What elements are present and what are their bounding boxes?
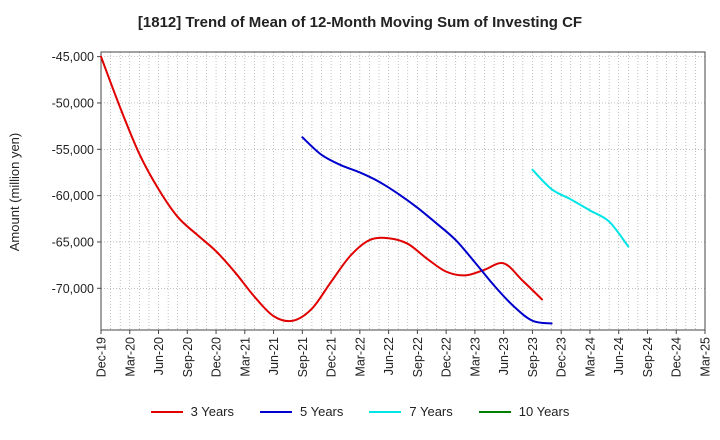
x-tick-label: Dec-23	[555, 337, 569, 377]
x-tick-label: Sep-24	[641, 337, 655, 377]
x-tick-label: Sep-23	[526, 337, 540, 377]
legend-label: 10 Years	[518, 404, 570, 419]
grid-layer	[101, 52, 705, 330]
x-tick-label: Mar-23	[468, 337, 482, 377]
legend-item-3-years: 3 Years	[150, 404, 234, 419]
legend-swatch	[150, 410, 183, 413]
legend-swatch	[478, 410, 511, 413]
x-tick-label: Mar-24	[583, 337, 597, 377]
legend-item-5-years: 5 Years	[260, 404, 343, 419]
series-line-5-years	[301, 136, 553, 325]
series-line-3-years	[100, 55, 544, 323]
legend-label: 3 Years	[190, 404, 234, 419]
x-tick-label: Dec-24	[670, 337, 684, 377]
legend-label: 5 Years	[300, 404, 344, 419]
x-tick-label: Dec-22	[440, 337, 454, 377]
x-tick-label: Jun-22	[382, 337, 396, 375]
y-axis-label: Amount (million yen)	[7, 133, 22, 252]
x-tick-label: Jun-21	[267, 337, 281, 375]
y-tick-label: -60,000	[52, 189, 94, 203]
legend-swatch	[260, 410, 292, 413]
x-tick-label: Jun-24	[612, 337, 626, 375]
y-tick-label: -55,000	[52, 143, 94, 157]
x-tick-label: Sep-20	[181, 337, 195, 377]
legend-swatch	[369, 410, 402, 413]
x-tick-label: Jun-20	[152, 337, 166, 375]
line-chart: -45,000 -50,000 -55,000 -60,000 -65,000 -70,0…	[7, 50, 713, 377]
x-tick-label: Mar-25	[699, 337, 713, 377]
legend-label: 7 Years	[409, 404, 453, 419]
x-tick-label: Mar-21	[238, 337, 252, 377]
x-tick-label: Mar-20	[123, 337, 137, 377]
x-tick-label: Dec-20	[210, 337, 224, 377]
plot-frame	[100, 51, 706, 331]
series-line-7-years	[531, 168, 630, 248]
y-tick-label: -45,000	[52, 50, 94, 64]
x-tick-label: Dec-19	[95, 337, 109, 377]
x-tick-label: Dec-21	[325, 337, 339, 377]
y-tick-label: -65,000	[52, 235, 94, 249]
x-tick-label: Sep-22	[411, 337, 425, 377]
chart-title: [1812] Trend of Mean of 12-Month Moving …	[137, 14, 583, 31]
legend-item-10-years: 10 Years	[478, 404, 570, 419]
y-tick-label: -50,000	[52, 96, 94, 110]
y-tick-label: -70,000	[52, 282, 94, 296]
x-tick-label: Mar-22	[353, 337, 367, 377]
axis-layer: -45,000 -50,000 -55,000 -60,000 -65,000 -70,0…	[52, 50, 713, 377]
series-layer	[100, 55, 630, 325]
x-tick-label: Jun-23	[497, 337, 511, 375]
x-tick-label: Sep-21	[296, 337, 310, 377]
legend: 3 Years 5 Years 7 Years 10 Years	[0, 404, 720, 419]
legend-item-7-years: 7 Years	[369, 404, 453, 419]
